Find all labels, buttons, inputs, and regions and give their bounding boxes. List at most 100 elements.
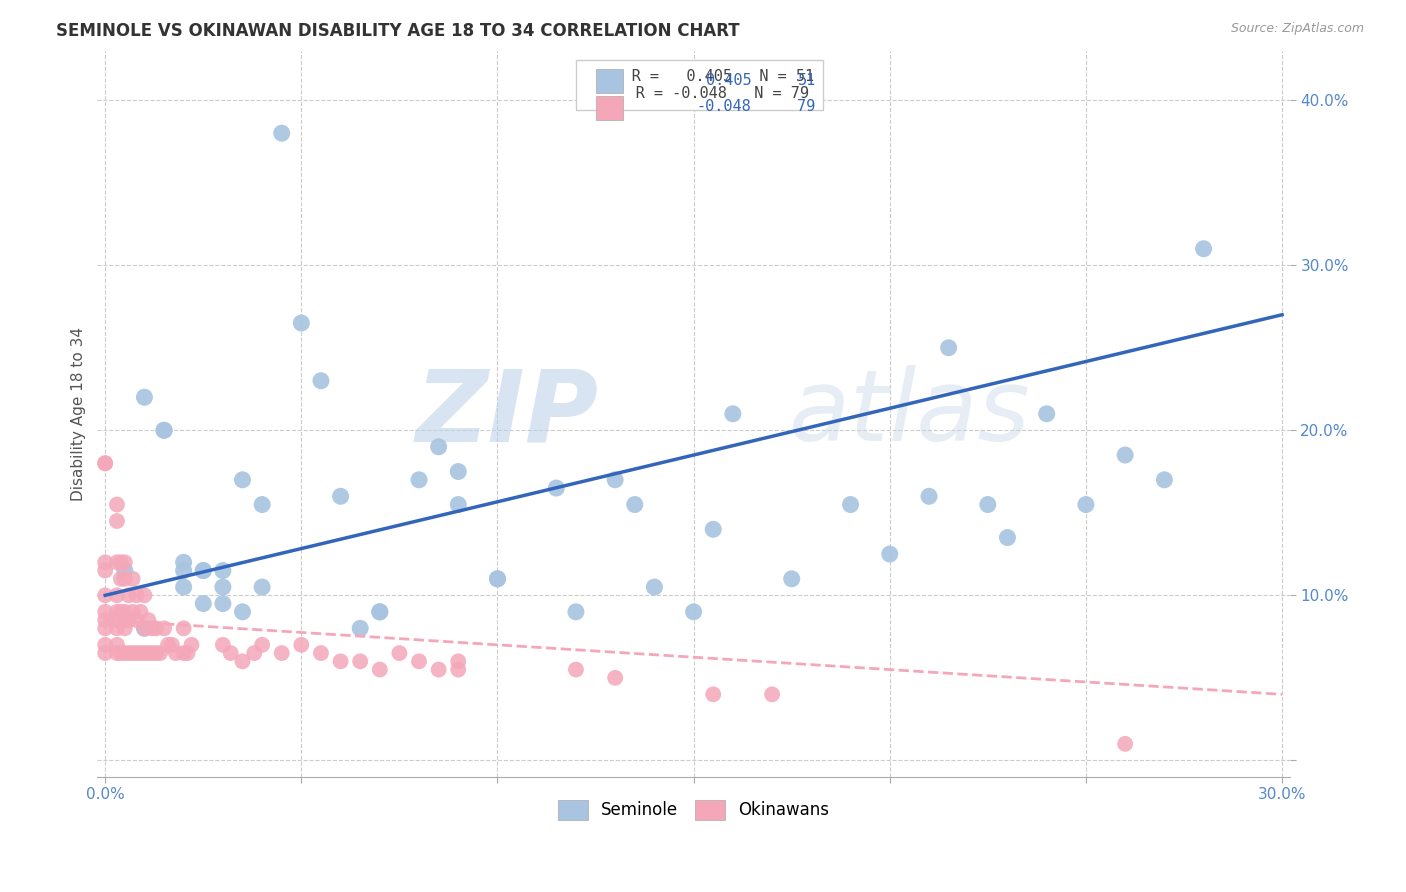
Text: R =   0.405   N = 51
     R = -0.048   N = 79: R = 0.405 N = 51 R = -0.048 N = 79: [585, 69, 814, 101]
Point: [368, 605, 391, 619]
Point: [349, 621, 371, 635]
Y-axis label: Disability Age 18 to 34: Disability Age 18 to 34: [72, 326, 86, 500]
Point: [173, 580, 195, 594]
Point: [329, 489, 352, 503]
Point: [105, 621, 128, 635]
Point: [105, 605, 128, 619]
Point: [141, 646, 163, 660]
Point: [193, 564, 215, 578]
Point: [219, 646, 242, 660]
Point: [125, 588, 148, 602]
Point: [145, 646, 167, 660]
Text: 51: 51: [797, 73, 815, 88]
Point: [173, 646, 195, 660]
Point: [110, 646, 132, 660]
Point: [918, 489, 941, 503]
Point: [114, 613, 136, 627]
Point: [105, 646, 128, 660]
Point: [212, 638, 235, 652]
Text: SEMINOLE VS OKINAWAN DISABILITY AGE 18 TO 34 CORRELATION CHART: SEMINOLE VS OKINAWAN DISABILITY AGE 18 T…: [56, 22, 740, 40]
Point: [290, 638, 312, 652]
Point: [114, 572, 136, 586]
Point: [105, 514, 128, 528]
Point: [682, 605, 704, 619]
Point: [94, 621, 117, 635]
Point: [388, 646, 411, 660]
Text: -0.048: -0.048: [696, 99, 751, 114]
Point: [702, 522, 724, 536]
Point: [447, 663, 470, 677]
Point: [231, 654, 253, 668]
Point: [118, 646, 141, 660]
Point: [243, 646, 266, 660]
Point: [565, 663, 588, 677]
Point: [368, 663, 391, 677]
Text: ZIP: ZIP: [415, 365, 598, 462]
Point: [114, 621, 136, 635]
Point: [149, 646, 172, 660]
Point: [546, 481, 568, 495]
Point: [94, 646, 117, 660]
Point: [643, 580, 665, 594]
Point: [134, 621, 156, 635]
Point: [486, 572, 509, 586]
Point: [270, 646, 292, 660]
Point: [110, 555, 132, 569]
Point: [212, 580, 235, 594]
Point: [156, 638, 179, 652]
Point: [977, 498, 1000, 512]
Point: [212, 597, 235, 611]
Point: [138, 646, 160, 660]
Point: [141, 621, 163, 635]
Text: atlas: atlas: [789, 365, 1031, 462]
Point: [118, 588, 141, 602]
Text: 79: 79: [797, 99, 815, 114]
Point: [605, 671, 627, 685]
Point: [212, 564, 235, 578]
Point: [250, 638, 273, 652]
Point: [231, 473, 253, 487]
Point: [780, 572, 803, 586]
Point: [94, 605, 117, 619]
Point: [118, 613, 141, 627]
Point: [605, 473, 627, 487]
Point: [193, 564, 215, 578]
Point: [329, 654, 352, 668]
Point: [94, 613, 117, 627]
Point: [721, 407, 744, 421]
Point: [250, 498, 273, 512]
Point: [1153, 473, 1175, 487]
Point: [94, 555, 117, 569]
Point: [447, 465, 470, 479]
Point: [114, 605, 136, 619]
Point: [94, 588, 117, 602]
Point: [105, 555, 128, 569]
Point: [121, 605, 143, 619]
Point: [1192, 242, 1215, 256]
Point: [839, 498, 862, 512]
Point: [110, 572, 132, 586]
Point: [134, 621, 156, 635]
Point: [349, 654, 371, 668]
Point: [173, 621, 195, 635]
Point: [447, 498, 470, 512]
Point: [134, 646, 156, 660]
Point: [1035, 407, 1057, 421]
Text: 0.405: 0.405: [706, 73, 751, 88]
Legend: Seminole, Okinawans: Seminole, Okinawans: [551, 793, 837, 827]
Point: [114, 564, 136, 578]
Point: [879, 547, 901, 561]
Point: [125, 613, 148, 627]
Point: [1074, 498, 1097, 512]
Point: [160, 638, 183, 652]
Point: [105, 498, 128, 512]
Point: [129, 646, 152, 660]
Point: [105, 588, 128, 602]
Point: [702, 687, 724, 701]
Point: [105, 638, 128, 652]
Point: [110, 605, 132, 619]
FancyBboxPatch shape: [596, 69, 623, 93]
Point: [761, 687, 783, 701]
Point: [125, 646, 148, 660]
Point: [270, 126, 292, 140]
